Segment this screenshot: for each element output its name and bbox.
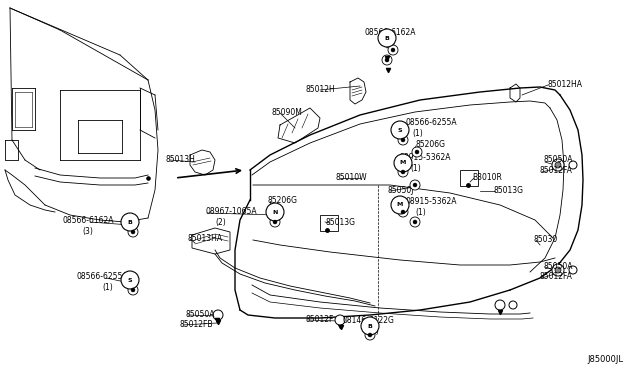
Text: (1): (1)	[412, 129, 423, 138]
Circle shape	[410, 180, 420, 190]
Text: J85000JL: J85000JL	[587, 355, 623, 364]
Circle shape	[394, 154, 412, 172]
Text: 08915-5362A: 08915-5362A	[400, 153, 451, 162]
Circle shape	[365, 330, 375, 340]
Text: 85013G: 85013G	[494, 186, 524, 195]
Text: 85012F: 85012F	[305, 315, 333, 324]
Text: 08915-5362A: 08915-5362A	[405, 197, 456, 206]
Circle shape	[391, 48, 395, 52]
Text: (3): (3)	[385, 40, 396, 49]
Text: 85012FB: 85012FB	[180, 320, 214, 329]
Circle shape	[398, 135, 408, 145]
Circle shape	[382, 55, 392, 65]
Circle shape	[213, 310, 223, 320]
Text: B: B	[127, 219, 132, 224]
Text: 85050J: 85050J	[388, 186, 415, 195]
Text: (1): (1)	[410, 164, 420, 173]
Text: 08566-6255A: 08566-6255A	[76, 272, 128, 281]
Circle shape	[413, 183, 417, 187]
Text: 08566-6255A: 08566-6255A	[405, 118, 456, 127]
Circle shape	[391, 196, 409, 214]
Circle shape	[415, 150, 419, 154]
Circle shape	[273, 220, 277, 224]
Text: 08566-6162A: 08566-6162A	[62, 216, 114, 225]
Circle shape	[388, 45, 398, 55]
Circle shape	[401, 210, 405, 214]
Circle shape	[131, 230, 135, 234]
Circle shape	[361, 317, 379, 335]
Circle shape	[413, 220, 417, 224]
Text: (3): (3)	[83, 227, 93, 236]
Text: 85012FA: 85012FA	[540, 166, 573, 175]
Circle shape	[410, 217, 420, 227]
Text: B: B	[367, 324, 372, 328]
Text: (2): (2)	[215, 218, 226, 227]
Circle shape	[270, 217, 280, 227]
Text: 85012H: 85012H	[305, 85, 335, 94]
Text: B3010R: B3010R	[472, 173, 502, 182]
Text: 85050A: 85050A	[185, 310, 214, 319]
Text: 85030: 85030	[534, 235, 558, 244]
Circle shape	[569, 266, 577, 274]
Circle shape	[378, 29, 396, 47]
Text: 85013HA: 85013HA	[188, 234, 223, 243]
Text: 85013G: 85013G	[325, 218, 355, 227]
Text: 85050A: 85050A	[543, 262, 573, 271]
Circle shape	[391, 121, 409, 139]
Circle shape	[335, 315, 345, 325]
Text: 85010W: 85010W	[335, 173, 367, 182]
Text: (1): (1)	[102, 283, 113, 292]
Text: S: S	[397, 128, 403, 132]
Text: B: B	[385, 35, 389, 41]
Circle shape	[509, 301, 517, 309]
Circle shape	[131, 288, 135, 292]
Text: S: S	[128, 278, 132, 282]
Circle shape	[121, 271, 139, 289]
Text: 85206G: 85206G	[415, 140, 445, 149]
Text: 08967-1065A: 08967-1065A	[205, 207, 257, 216]
Circle shape	[401, 170, 405, 174]
Circle shape	[555, 162, 561, 168]
Circle shape	[401, 138, 405, 142]
Text: 85050A: 85050A	[543, 155, 573, 164]
Circle shape	[368, 333, 372, 337]
Text: N: N	[272, 209, 278, 215]
Circle shape	[495, 300, 505, 310]
Circle shape	[555, 267, 561, 273]
Text: 85090M: 85090M	[272, 108, 303, 117]
Text: 08566-6162A: 08566-6162A	[364, 28, 416, 37]
Circle shape	[398, 207, 408, 217]
Text: M: M	[397, 202, 403, 208]
Circle shape	[121, 213, 139, 231]
Circle shape	[266, 203, 284, 221]
Circle shape	[569, 161, 577, 169]
Text: (1): (1)	[369, 327, 380, 336]
Bar	[460, 170, 478, 186]
Circle shape	[552, 264, 564, 276]
Text: 85012FA: 85012FA	[540, 272, 573, 281]
Bar	[320, 215, 338, 231]
Circle shape	[398, 167, 408, 177]
Text: M: M	[400, 160, 406, 166]
Text: 85206G: 85206G	[268, 196, 298, 205]
Circle shape	[552, 159, 564, 171]
Circle shape	[128, 285, 138, 295]
Text: (1): (1)	[415, 208, 426, 217]
Text: 85013H: 85013H	[165, 155, 195, 164]
Circle shape	[412, 147, 422, 157]
Text: 85012HA: 85012HA	[547, 80, 582, 89]
Circle shape	[128, 227, 138, 237]
Circle shape	[385, 58, 389, 62]
Text: 08146-6122G: 08146-6122G	[342, 316, 394, 325]
